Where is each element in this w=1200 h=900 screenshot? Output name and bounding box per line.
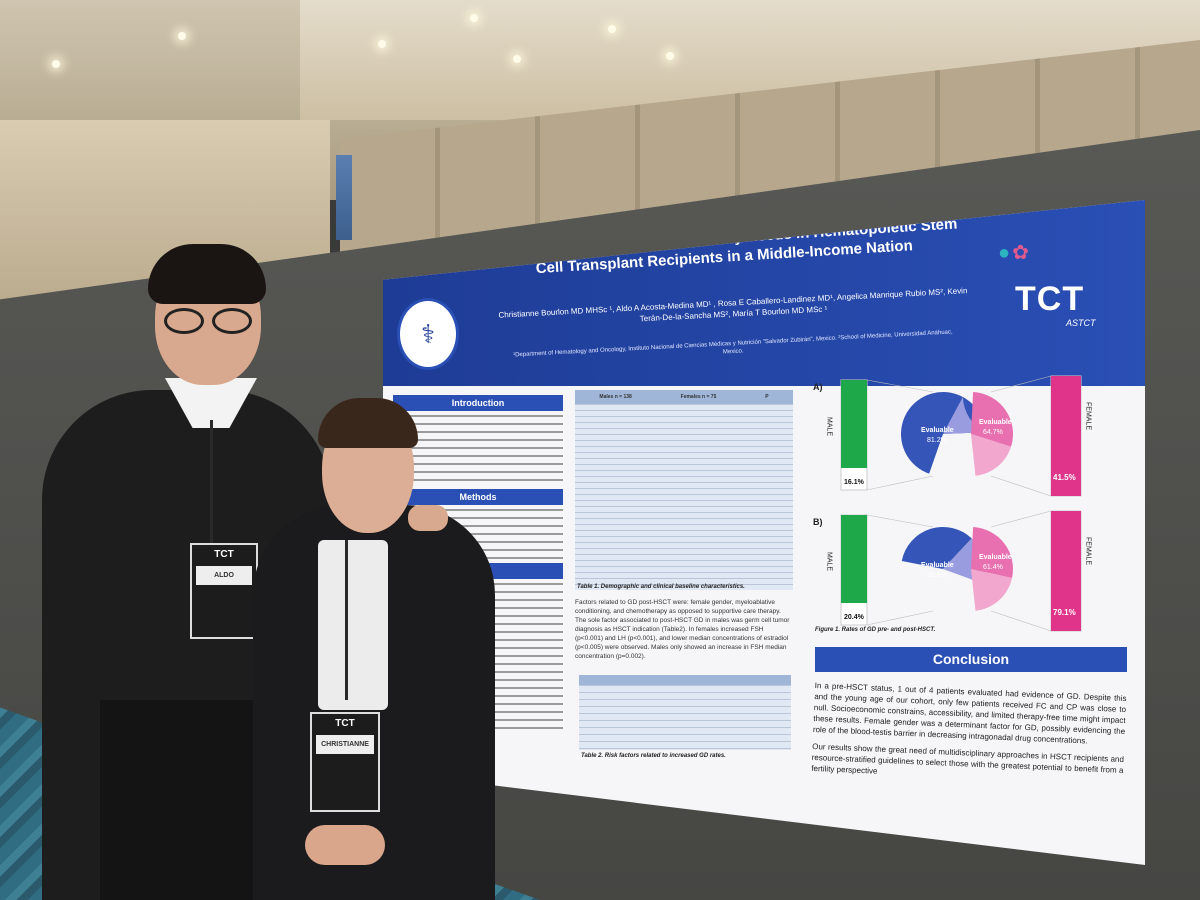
female-value-label: 41.5% <box>1053 473 1076 482</box>
woman-lanyard <box>345 540 348 700</box>
male-value-label: 20.4% <box>844 614 865 621</box>
man-hand-on-shoulder <box>408 505 448 531</box>
male-pie-evaluable-slice <box>901 527 972 569</box>
table-1-col-females: Females n = 75 <box>680 394 717 400</box>
ceiling-light <box>608 25 616 33</box>
female-pie-other-slice <box>971 569 1013 611</box>
male-bar <box>841 380 867 468</box>
ceiling-light <box>470 14 478 22</box>
man-hair <box>148 244 266 304</box>
man-lanyard <box>210 420 213 545</box>
connector-line <box>866 610 934 626</box>
section-methods: Methods <box>393 489 563 505</box>
female-pie-value: 61.4% <box>983 564 1003 571</box>
ceiling-light <box>52 60 60 68</box>
conclusion-text: In a pre-HSCT status, 1 out of 4 patient… <box>811 680 1127 793</box>
panel-label: A) <box>813 382 823 392</box>
ceiling-light <box>513 55 521 63</box>
figure-1-caption: Figure 1. Rates of GD pre- and post-HSCT… <box>815 627 936 633</box>
connector-line <box>990 510 1052 528</box>
section-conclusion: Conclusion <box>815 647 1127 672</box>
female-bar <box>1051 376 1081 496</box>
blue-doorway <box>336 155 352 240</box>
male-bar-label: MALE <box>826 552 833 571</box>
table-1-caption: Table 1. Demographic and clinical baseli… <box>577 584 745 590</box>
badge-name: ALDO <box>196 566 252 585</box>
tct-logo-icon: ●✿ <box>998 242 1031 264</box>
conclusion-paragraph-1: In a pre-HSCT status, 1 out of 4 patient… <box>812 680 1127 746</box>
tct-logo: TCT <box>1015 280 1085 318</box>
badge-brand: TCT <box>214 549 234 560</box>
figure-1: A) 16.1% MALE 41.5% FEMALE Evaluable 81.2% Eval… <box>813 372 1133 642</box>
female-pie-value: 64.7% <box>983 429 1003 436</box>
badge-brand: TCT <box>335 718 355 729</box>
research-poster: ⚕ Challenges and Unmet Oncofertility Nee… <box>383 200 1145 865</box>
institution-seal-icon: ⚕ <box>397 298 459 370</box>
man-name-badge: TCT ALDO <box>190 543 258 639</box>
table-1-header: Males n = 138 Females n = 75 P <box>575 390 793 404</box>
woman-hair <box>318 398 418 448</box>
male-pie-value: 81.2% <box>927 437 947 444</box>
female-bar <box>1051 511 1081 631</box>
female-bar-label: FEMALE <box>1085 402 1092 430</box>
connector-line <box>990 475 1052 497</box>
male-bar <box>841 515 867 603</box>
ceiling-light <box>666 52 674 60</box>
connector-line <box>866 475 934 491</box>
female-pie-label: Evaluable <box>979 554 1012 561</box>
conclusion-paragraph-2: Our results show the great need of multi… <box>811 741 1125 776</box>
female-bar-label: FEMALE <box>1085 537 1092 565</box>
section-introduction: Introduction <box>393 395 563 411</box>
woman-hands <box>305 825 385 865</box>
connector-line <box>866 514 934 528</box>
male-pie-value: 39.9% <box>927 572 947 579</box>
female-pie-other-slice <box>971 434 1012 476</box>
connector-line <box>990 610 1052 632</box>
woman-shirt <box>318 540 388 710</box>
table-1-col-p: P <box>765 394 769 400</box>
glasses-icon <box>164 308 254 334</box>
male-bar-label: MALE <box>826 417 833 436</box>
table-1: Males n = 138 Females n = 75 P <box>575 390 793 590</box>
female-pie-evaluable-slice <box>971 392 1013 447</box>
table-2 <box>579 675 791 750</box>
male-pie-label: Evaluable <box>921 427 954 434</box>
ceiling-light <box>378 40 386 48</box>
female-pie-label: Evaluable <box>979 419 1012 426</box>
ceiling-light <box>178 32 186 40</box>
astct-logo: ASTCT <box>1066 318 1096 328</box>
badge-name: CHRISTIANNE <box>316 735 374 754</box>
table-2-body <box>579 685 791 750</box>
table-1-col-males: Males n = 138 <box>599 394 632 400</box>
male-value-label: 16.1% <box>844 479 865 486</box>
panel-label: B) <box>813 517 823 527</box>
connector-line <box>990 375 1052 393</box>
female-value-label: 79.1% <box>1053 608 1076 617</box>
female-pie-evaluable-slice <box>971 527 1013 578</box>
woman-name-badge: TCT CHRISTIANNE <box>310 712 380 812</box>
connector-line <box>866 379 934 393</box>
introduction-text <box>393 415 563 485</box>
results-paragraph: Factors related to GD post-HSCT were: fe… <box>575 599 790 660</box>
table-2-caption: Table 2. Risk factors related to increas… <box>581 753 726 759</box>
table-1-body <box>575 404 793 588</box>
table-2-header <box>579 675 791 685</box>
male-pie-label: Evaluable <box>921 562 954 569</box>
figure-1-svg: A) 16.1% MALE 41.5% FEMALE Evaluable 81.2% Eval… <box>813 375 1092 632</box>
